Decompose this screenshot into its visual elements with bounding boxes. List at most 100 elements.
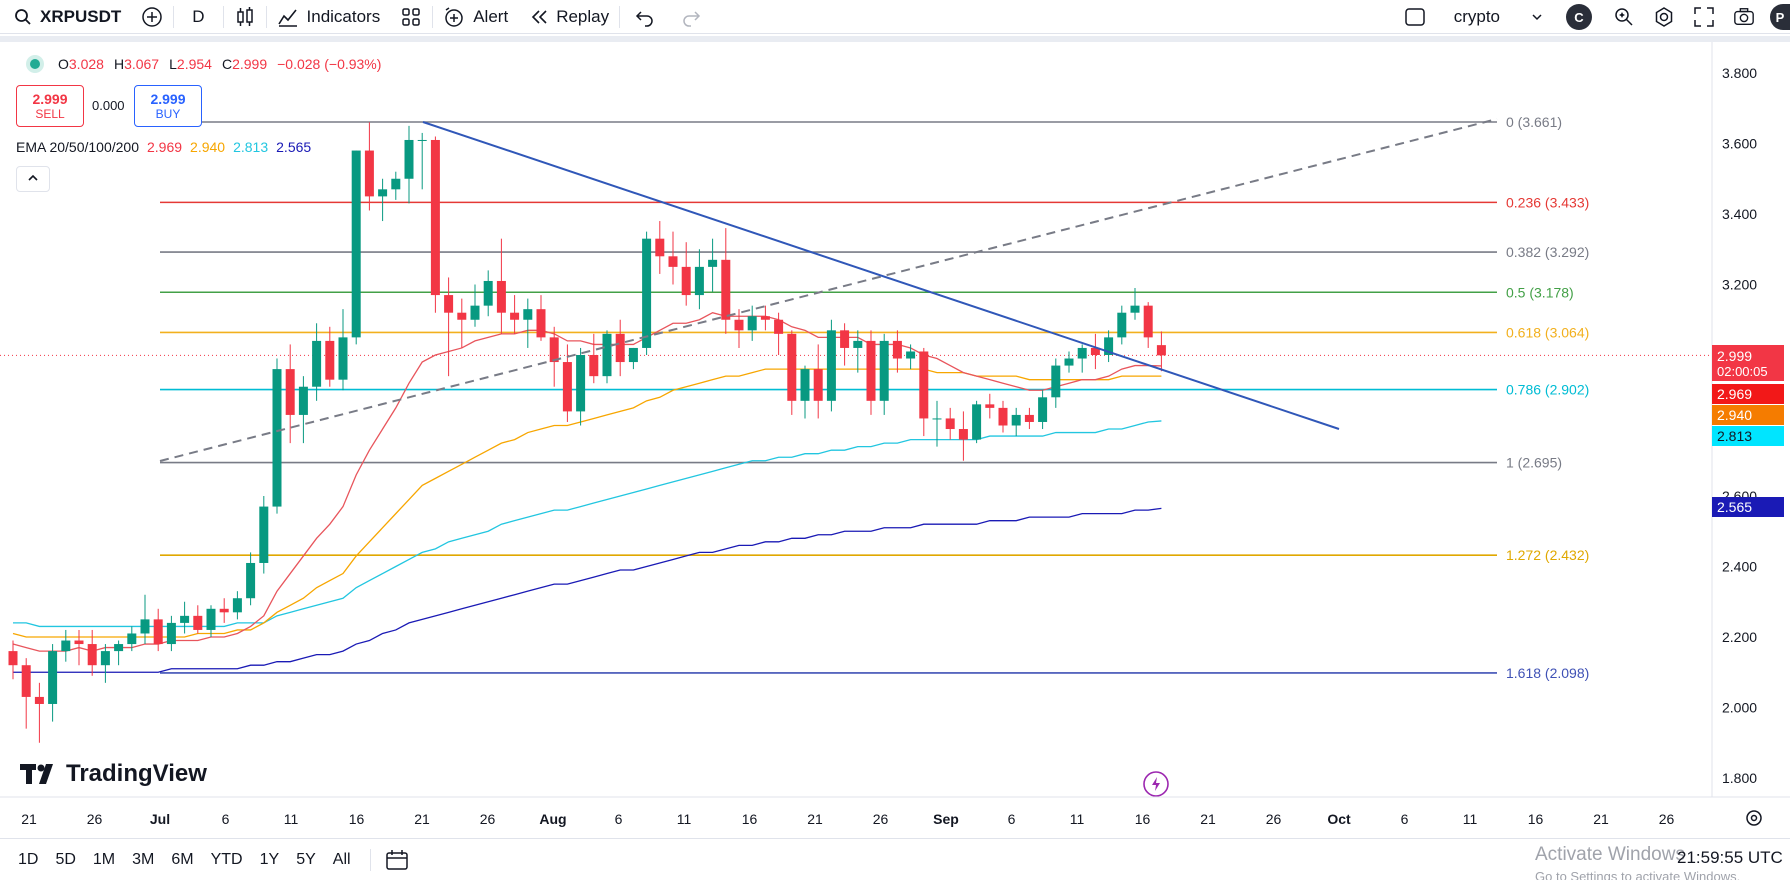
candle xyxy=(325,326,335,387)
range-button-1m[interactable]: 1M xyxy=(92,850,116,868)
calendar-range-button[interactable] xyxy=(385,849,409,871)
fib-level-label: 1.272 (2.432) xyxy=(1506,547,1589,563)
candle xyxy=(496,238,506,334)
candle-body xyxy=(721,259,731,320)
candle xyxy=(74,629,84,666)
chevron-down-icon xyxy=(1526,6,1548,28)
time-tick-label: 11 xyxy=(1463,811,1478,827)
snapshot-button[interactable] xyxy=(1724,0,1764,34)
candle-body xyxy=(206,608,216,630)
high-value: 3.067 xyxy=(124,56,160,72)
candle-body xyxy=(694,266,704,296)
candle-body xyxy=(668,256,678,267)
collapse-legend-button[interactable] xyxy=(16,166,50,192)
candle-body xyxy=(193,615,203,630)
user-avatar[interactable]: C xyxy=(1562,0,1604,34)
candle xyxy=(1024,407,1034,430)
utc-clock[interactable]: 21:59:55 UTC xyxy=(1677,848,1783,867)
range-button-1y[interactable]: 1Y xyxy=(259,850,280,868)
range-button-ytd[interactable]: YTD xyxy=(210,850,243,868)
time-scale: 21 26 Jul 6 11 16 21 26 Aug 6 11 16 21 26 Sep 6 11 16 21 26… xyxy=(21,811,1674,827)
ema-legend[interactable]: EMA 20/50/100/200 2.969 2.940 2.813 2.56… xyxy=(16,139,311,155)
range-button-1d[interactable]: 1D xyxy=(18,850,39,868)
redo-button[interactable] xyxy=(670,0,712,34)
candle xyxy=(34,682,44,743)
indicators-button[interactable]: Indicators xyxy=(267,0,391,34)
tradingview-logo[interactable]: TradingView xyxy=(20,760,207,788)
candle xyxy=(127,626,137,652)
price-tick-label: 1.800 xyxy=(1722,770,1757,786)
fib-level-label: 0 (3.661) xyxy=(1506,114,1562,130)
range-button-5y[interactable]: 5Y xyxy=(296,850,316,868)
candle xyxy=(1090,333,1100,370)
candle xyxy=(417,132,427,190)
candle-body xyxy=(510,312,520,320)
chart-type-button[interactable] xyxy=(224,0,266,34)
replay-button[interactable]: Replay xyxy=(518,0,619,34)
ohlc-legend[interactable]: O 3.028 H 3.067 L 2.954 C 2.999 −0.028 (−0.9… xyxy=(16,56,385,72)
tv-logo-icon xyxy=(20,764,53,784)
candle-body xyxy=(536,309,546,338)
price-scale: 3.8003.6003.4003.2002.6002.4002.2002.000… xyxy=(1722,65,1757,786)
ema20-value: 2.969 xyxy=(147,139,183,155)
time-tick-label: Aug xyxy=(539,811,566,827)
publish-button[interactable]: P xyxy=(1764,0,1790,34)
price-scale-tag: 2.940 xyxy=(1712,405,1784,425)
candle-body xyxy=(1024,414,1034,422)
toolbar-divider xyxy=(619,5,621,28)
interval-button[interactable]: D xyxy=(174,0,222,34)
price-tick-label: 3.200 xyxy=(1722,277,1757,293)
price-scale-tag: 2.565 xyxy=(1712,497,1784,517)
ema200-line xyxy=(13,507,1162,673)
templates-button[interactable] xyxy=(390,0,432,34)
candle-body xyxy=(1156,345,1166,356)
ema50-value: 2.940 xyxy=(190,139,226,155)
symbol-search-button[interactable]: XRPUSDT xyxy=(0,0,131,34)
candles xyxy=(8,122,1166,743)
top-toolbar: XRPUSDT D Indicators Alert R xyxy=(0,0,1790,34)
candle xyxy=(734,309,744,348)
candle xyxy=(892,330,902,373)
candle-body xyxy=(840,330,850,348)
range-button-6m[interactable]: 6M xyxy=(171,850,194,868)
candle xyxy=(694,249,704,310)
lightning-icon xyxy=(1152,777,1160,791)
candle-body xyxy=(259,506,269,563)
sell-price: 2.999 xyxy=(32,91,68,107)
candle-body xyxy=(444,295,454,313)
quick-search-button[interactable] xyxy=(1604,0,1644,34)
undo-button[interactable] xyxy=(620,0,670,34)
candle-body xyxy=(470,305,480,320)
candle-body xyxy=(312,340,322,387)
candle xyxy=(642,231,652,355)
range-button-all[interactable]: All xyxy=(332,850,351,868)
candle-body xyxy=(404,139,414,179)
buy-button[interactable]: 2.999 BUY xyxy=(134,85,202,127)
sell-button[interactable]: 2.999 SELL xyxy=(16,85,84,127)
price-tick-label: 2.200 xyxy=(1722,629,1757,645)
ema100-value: 2.813 xyxy=(233,139,269,155)
layout-select-button[interactable] xyxy=(1390,0,1440,34)
candle xyxy=(549,326,559,387)
candle-body xyxy=(1130,305,1140,313)
layout-name-button[interactable]: crypto xyxy=(1440,0,1562,34)
bottom-divider xyxy=(369,848,371,871)
alert-button[interactable]: Alert xyxy=(433,0,518,34)
compare-symbol-button[interactable] xyxy=(131,0,173,34)
time-tick-label: 11 xyxy=(284,811,299,827)
range-button-3m[interactable]: 3M xyxy=(132,850,155,868)
price-chart[interactable]: 0 (3.661) 0.236 (3.433) 0.382 (3.292) 0.5 (… xyxy=(0,42,1790,838)
candle-body xyxy=(892,340,902,359)
settings-button[interactable] xyxy=(1644,0,1684,34)
redo-icon xyxy=(680,6,702,28)
candle xyxy=(840,323,850,366)
square-icon xyxy=(1404,6,1426,28)
range-button-5d[interactable]: 5D xyxy=(55,850,76,868)
candle-body xyxy=(774,319,784,334)
candle xyxy=(589,333,599,384)
candle-body xyxy=(364,150,374,197)
fullscreen-button[interactable] xyxy=(1684,0,1724,34)
fib-level-label: 0.5 (3.178) xyxy=(1506,284,1574,300)
candle xyxy=(998,400,1008,433)
candle-body xyxy=(826,330,836,401)
